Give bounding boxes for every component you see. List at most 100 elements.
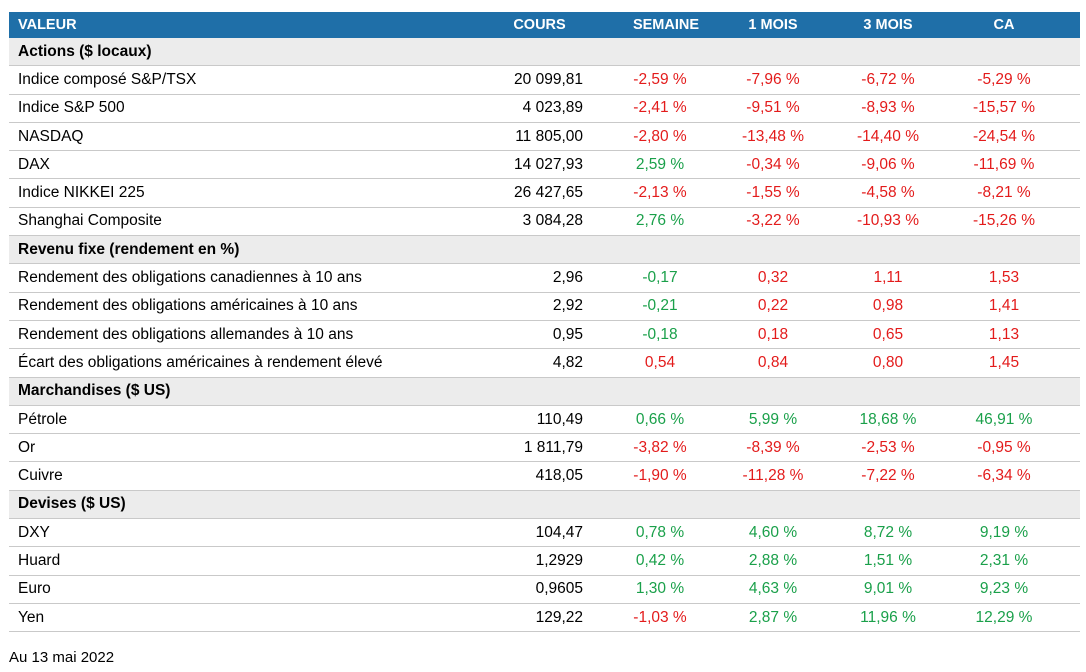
header-ytd: CA	[993, 17, 1015, 33]
table-row: Écart des obligations américaines à rend…	[9, 349, 1080, 378]
change-1-month: 0,32	[757, 269, 789, 287]
table-row: Or 1 811,79 -3,82 % -8,39 % -2,53 % -0,95 %	[9, 434, 1080, 463]
asset-name: Indice S&P 500	[18, 99, 125, 117]
change-week: -2,13 %	[633, 184, 687, 202]
table-row: Huard 1,2929 0,42 % 2,88 % 1,51 % 2,31 %	[9, 547, 1080, 576]
change-ytd: -15,26 %	[972, 212, 1036, 230]
asset-price: 0,9605	[535, 580, 583, 598]
table-header: VALEUR COURS SEMAINE 1 MOIS 3 MOIS CA	[9, 12, 1080, 38]
section-title: Marchandises ($ US)	[18, 382, 171, 400]
change-ytd: 46,91 %	[975, 410, 1033, 428]
change-1-month: 4,60 %	[748, 523, 798, 541]
change-3-months: -8,93 %	[861, 99, 915, 117]
table-row: Euro 0,9605 1,30 % 4,63 % 9,01 % 9,23 %	[9, 576, 1080, 604]
asset-price: 2,92	[552, 297, 583, 315]
change-ytd: -0,95 %	[977, 438, 1031, 456]
asset-price: 4,82	[552, 353, 583, 371]
change-ytd: 9,19 %	[979, 523, 1029, 541]
change-1-month: 2,87 %	[748, 608, 798, 626]
change-1-month: -1,55 %	[746, 184, 800, 202]
asset-name: Euro	[18, 580, 51, 598]
change-3-months: 8,72 %	[863, 523, 913, 541]
table-row: Indice S&P 500 4 023,89 -2,41 % -9,51 % -8,9…	[9, 95, 1080, 123]
change-1-month: -9,51 %	[746, 99, 800, 117]
change-ytd: -5,29 %	[977, 70, 1031, 88]
asset-name: NASDAQ	[18, 127, 84, 145]
change-3-months: -7,22 %	[861, 467, 915, 485]
section-header: Devises ($ US)	[9, 490, 1080, 520]
asset-name: Shanghai Composite	[18, 212, 162, 230]
change-3-months: -14,40 %	[856, 127, 920, 145]
section-header: Actions ($ locaux)	[9, 38, 1080, 67]
asset-price: 26 427,65	[514, 184, 583, 202]
asset-price: 3 084,28	[522, 212, 583, 230]
change-3-months: -2,53 %	[861, 438, 915, 456]
market-table: VALEUR COURS SEMAINE 1 MOIS 3 MOIS CA Ac…	[9, 12, 1080, 633]
asset-price: 4 023,89	[522, 99, 583, 117]
asset-name: Indice composé S&P/TSX	[18, 70, 197, 88]
change-ytd: -8,21 %	[977, 184, 1031, 202]
change-3-months: 11,96 %	[860, 608, 916, 626]
change-1-month: 0,22	[757, 297, 789, 315]
change-week: -2,80 %	[633, 127, 687, 145]
asset-name: DAX	[18, 155, 50, 173]
asset-price: 110,49	[536, 410, 583, 428]
change-week: -0,21	[642, 297, 678, 315]
asset-price: 1 811,79	[523, 438, 583, 456]
change-3-months: -9,06 %	[861, 155, 915, 173]
asset-price: 1,2929	[535, 551, 583, 569]
asset-price: 104,47	[535, 523, 583, 541]
date-footnote: Au 13 mai 2022	[9, 649, 115, 666]
asset-name: Indice NIKKEI 225	[18, 184, 145, 202]
change-week: 2,76 %	[635, 212, 685, 230]
change-3-months: 1,11	[873, 269, 903, 287]
asset-name: Rendement des obligations canadiennes à …	[18, 269, 362, 287]
header-name: VALEUR	[18, 17, 77, 33]
change-1-month: -7,96 %	[746, 70, 800, 88]
change-3-months: 1,51 %	[863, 551, 913, 569]
table-body: Actions ($ locaux) Indice composé S&P/TSX…	[9, 38, 1080, 633]
change-week: 2,59 %	[635, 155, 685, 173]
change-ytd: 2,31 %	[979, 551, 1029, 569]
header-month3: 3 MOIS	[863, 17, 913, 33]
change-ytd: 9,23 %	[979, 580, 1029, 598]
change-3-months: -10,93 %	[856, 212, 920, 230]
asset-name: Pétrole	[18, 410, 68, 428]
table-row: Rendement des obligations allemandes à 1…	[9, 321, 1080, 350]
asset-name: Huard	[18, 551, 61, 569]
change-week: -1,03 %	[633, 608, 687, 626]
asset-price: 20 099,81	[514, 70, 583, 88]
change-3-months: 0,80	[872, 353, 904, 371]
change-1-month: 4,63 %	[748, 580, 798, 598]
asset-name: Rendement des obligations allemandes à 1…	[18, 325, 354, 343]
change-3-months: 0,65	[872, 325, 904, 343]
table-row: Indice NIKKEI 225 26 427,65 -2,13 % -1,55 %…	[9, 179, 1080, 208]
table-row: Shanghai Composite 3 084,28 2,76 % -3,22 % -…	[9, 208, 1080, 237]
section-header: Revenu fixe (rendement en %)	[9, 236, 1080, 265]
asset-price: 0,95	[552, 325, 583, 343]
change-week: 0,66 %	[635, 410, 685, 428]
change-1-month: -11,28 %	[742, 467, 804, 485]
change-1-month: -0,34 %	[746, 155, 800, 173]
change-1-month: 2,88 %	[748, 551, 798, 569]
change-1-month: 0,84	[757, 353, 789, 371]
section-header: Marchandises ($ US)	[9, 377, 1080, 406]
change-ytd: 1,45	[988, 353, 1020, 371]
change-1-month: -8,39 %	[746, 438, 800, 456]
change-ytd: 1,41	[988, 297, 1020, 315]
change-1-month: -3,22 %	[746, 212, 800, 230]
header-month1: 1 MOIS	[748, 17, 798, 33]
change-week: -2,41 %	[633, 99, 687, 117]
table-row: Yen 129,22 -1,03 % 2,87 % 11,96 % 12,29 %	[9, 604, 1080, 633]
asset-name: DXY	[18, 523, 50, 541]
asset-name: Écart des obligations américaines à rend…	[18, 353, 383, 371]
asset-name: Yen	[18, 608, 45, 626]
change-ytd: -24,54 %	[972, 127, 1036, 145]
change-3-months: -4,58 %	[861, 184, 915, 202]
asset-name: Rendement des obligations américaines à …	[18, 297, 358, 315]
change-3-months: 18,68 %	[859, 410, 917, 428]
change-week: 1,30 %	[635, 580, 685, 598]
table-row: NASDAQ 11 805,00 -2,80 % -13,48 % -14,40 % -2…	[9, 123, 1080, 152]
asset-price: 418,05	[535, 467, 583, 485]
change-week: -2,59 %	[633, 70, 687, 88]
